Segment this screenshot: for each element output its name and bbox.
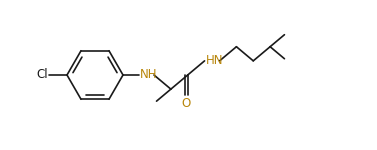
- Text: O: O: [182, 97, 191, 110]
- Text: NH: NH: [140, 69, 158, 81]
- Text: Cl: Cl: [36, 69, 48, 81]
- Text: HN: HN: [205, 54, 223, 67]
